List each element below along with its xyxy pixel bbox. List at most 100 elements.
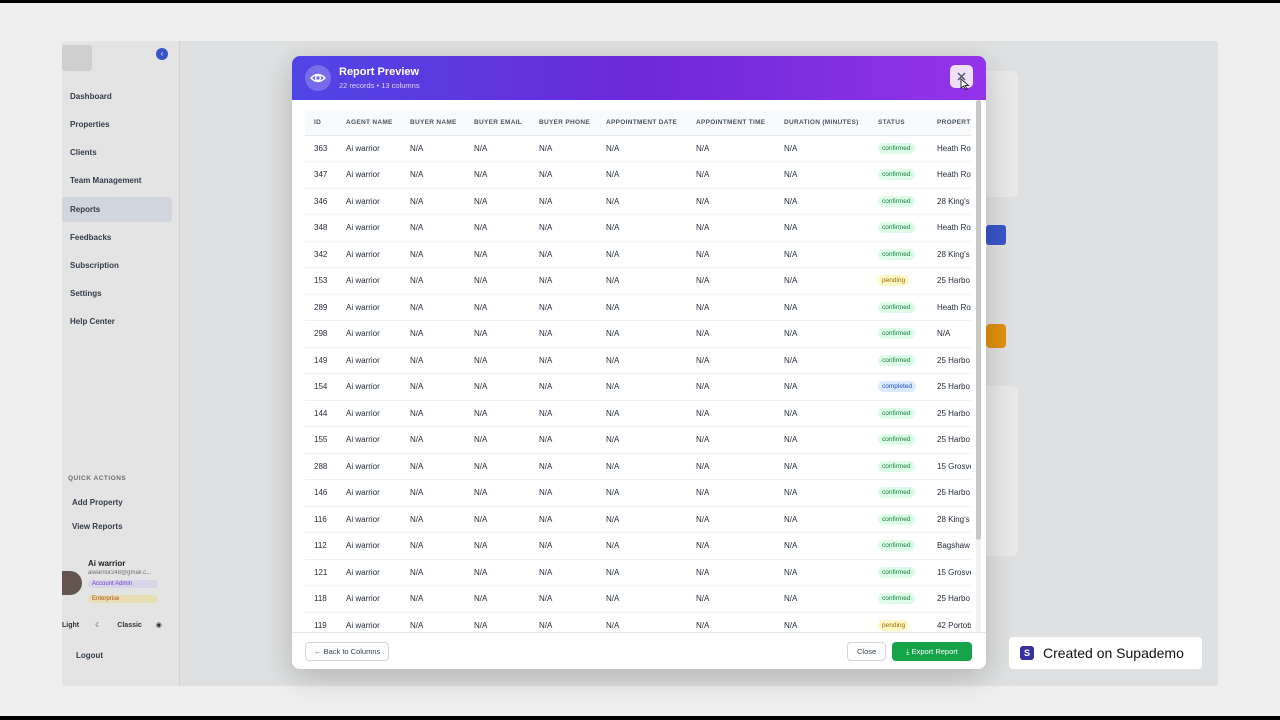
modal-footer: ← Back to Columns Close ⤓ Export Report <box>292 632 986 669</box>
cell-buyer-phone: N/A <box>530 267 597 295</box>
cell-date: N/A <box>597 532 687 560</box>
cell-buyer-email: N/A <box>465 506 530 533</box>
avatar[interactable] <box>62 571 82 595</box>
table-row[interactable]: 112 Ai warrior N/A N/A N/A N/A N/A N/A confirmed… <box>305 532 971 560</box>
cell-id: 155 <box>305 426 337 454</box>
cell-time: N/A <box>687 532 775 560</box>
cell-buyer-phone: N/A <box>530 532 597 560</box>
palette-icon[interactable]: ◉ <box>155 622 162 629</box>
cell-buyer-name: N/A <box>401 585 465 613</box>
cell-buyer-phone: N/A <box>530 479 597 507</box>
table-row[interactable]: 116 Ai warrior N/A N/A N/A N/A N/A N/A confirmed… <box>305 506 971 533</box>
cell-id: 342 <box>305 241 337 268</box>
moon-icon[interactable]: ☾ <box>95 622 102 629</box>
close-icon[interactable] <box>950 65 973 88</box>
cell-id: 346 <box>305 188 337 215</box>
cell-duration: N/A <box>775 294 869 321</box>
table-row[interactable]: 342 Ai warrior N/A N/A N/A N/A N/A N/A confirmed… <box>305 241 971 268</box>
cell-buyer-name: N/A <box>401 612 465 632</box>
cell-agent: Ai warrior <box>337 453 401 480</box>
table-row[interactable]: 149 Ai warrior N/A N/A N/A N/A N/A N/A confirmed… <box>305 347 971 374</box>
table-row[interactable]: 154 Ai warrior N/A N/A N/A N/A N/A N/A completed… <box>305 373 971 401</box>
sidebar-item-properties[interactable]: Properties <box>70 120 110 129</box>
cell-buyer-email: N/A <box>465 453 530 480</box>
quick-action-view-reports[interactable]: View Reports <box>72 522 123 531</box>
table-row[interactable]: 144 Ai warrior N/A N/A N/A N/A N/A N/A confirmed… <box>305 400 971 427</box>
user-name: Ai warrior <box>88 559 126 568</box>
cell-duration: N/A <box>775 320 869 348</box>
sidebar-item-subscription[interactable]: Subscription <box>70 261 119 270</box>
scrollbar-thumb[interactable] <box>976 100 981 540</box>
table-row[interactable]: 121 Ai warrior N/A N/A N/A N/A N/A N/A confirmed… <box>305 559 971 586</box>
status-badge: confirmed <box>878 593 915 605</box>
cell-duration: N/A <box>775 506 869 533</box>
cell-date: N/A <box>597 135 687 162</box>
cell-buyer-phone: N/A <box>530 320 597 348</box>
sidebar-item-help-center[interactable]: Help Center <box>70 317 115 326</box>
supademo-text: Created on Supademo <box>1043 645 1184 661</box>
mouse-cursor-icon <box>960 78 970 90</box>
cell-agent: Ai warrior <box>337 241 401 268</box>
table-scrollbar[interactable] <box>976 100 981 640</box>
theme-light-label[interactable]: Light <box>62 622 80 629</box>
table-row[interactable]: 119 Ai warrior N/A N/A N/A N/A N/A N/A pending 42… <box>305 612 971 632</box>
table-row[interactable]: 118 Ai warrior N/A N/A N/A N/A N/A N/A confirmed… <box>305 585 971 613</box>
sidebar-item-dashboard[interactable]: Dashboard <box>70 92 112 101</box>
sidebar-collapse-button[interactable]: ‹ <box>156 48 168 60</box>
table-row[interactable]: 155 Ai warrior N/A N/A N/A N/A N/A N/A confirmed… <box>305 426 971 454</box>
cell-property: Heath Ro <box>928 294 971 321</box>
back-to-columns-button[interactable]: ← Back to Columns <box>305 642 390 661</box>
table-row[interactable]: 346 Ai warrior N/A N/A N/A N/A N/A N/A confirmed… <box>305 188 971 215</box>
logout-button[interactable]: Logout <box>76 651 104 660</box>
cell-duration: N/A <box>775 373 869 401</box>
report-table: ID AGENT NAME BUYER NAME BUYER EMAIL BUYER P… <box>305 111 971 632</box>
sidebar-item-feedbacks[interactable]: Feedbacks <box>70 233 112 242</box>
report-table-container[interactable]: ID AGENT NAME BUYER NAME BUYER EMAIL BUYER P… <box>305 111 971 632</box>
cell-duration: N/A <box>775 532 869 560</box>
close-button[interactable]: Close <box>847 642 887 661</box>
sidebar: ‹ Dashboard Properties Clients Team Mana… <box>62 41 180 686</box>
quick-action-add-property[interactable]: Add Property <box>72 498 123 507</box>
cell-buyer-phone: N/A <box>530 426 597 454</box>
table-row[interactable]: 348 Ai warrior N/A N/A N/A N/A N/A N/A confirmed… <box>305 214 971 242</box>
table-row[interactable]: 298 Ai warrior N/A N/A N/A N/A N/A N/A confirmed… <box>305 320 971 348</box>
sidebar-item-team-management[interactable]: Team Management <box>70 176 142 185</box>
cell-time: N/A <box>687 559 775 586</box>
cell-buyer-email: N/A <box>465 241 530 268</box>
supademo-badge[interactable]: S Created on Supademo <box>1009 637 1202 669</box>
table-row[interactable]: 146 Ai warrior N/A N/A N/A N/A N/A N/A confirmed… <box>305 479 971 507</box>
sidebar-item-reports[interactable]: Reports <box>62 197 172 222</box>
theme-classic-label[interactable]: Classic <box>117 622 142 629</box>
table-row[interactable]: 289 Ai warrior N/A N/A N/A N/A N/A N/A confirmed… <box>305 294 971 321</box>
cell-buyer-phone: N/A <box>530 400 597 427</box>
cell-id: 153 <box>305 267 337 295</box>
cell-buyer-name: N/A <box>401 426 465 454</box>
table-row[interactable]: 153 Ai warrior N/A N/A N/A N/A N/A N/A pending 25… <box>305 267 971 295</box>
cell-status: completed <box>869 373 928 401</box>
cell-date: N/A <box>597 559 687 586</box>
cell-buyer-email: N/A <box>465 320 530 348</box>
cell-time: N/A <box>687 135 775 162</box>
table-row[interactable]: 363 Ai warrior N/A N/A N/A N/A N/A N/A confirmed… <box>305 135 971 162</box>
cell-buyer-email: N/A <box>465 214 530 242</box>
cell-property: Heath Ro <box>928 135 971 162</box>
cell-date: N/A <box>597 479 687 507</box>
cell-property: 25 Harbo <box>928 347 971 374</box>
sidebar-item-settings[interactable]: Settings <box>70 289 102 298</box>
cell-status: confirmed <box>869 532 928 560</box>
table-row[interactable]: 347 Ai warrior N/A N/A N/A N/A N/A N/A confirmed… <box>305 161 971 189</box>
eye-icon <box>305 65 331 91</box>
cell-time: N/A <box>687 241 775 268</box>
brand-logo <box>62 45 92 71</box>
export-report-button[interactable]: ⤓ Export Report <box>892 642 972 661</box>
cell-buyer-phone: N/A <box>530 241 597 268</box>
sidebar-item-clients[interactable]: Clients <box>70 148 97 157</box>
column-header: STATUS <box>869 111 928 136</box>
cell-property: N/A <box>928 320 971 348</box>
cell-time: N/A <box>687 347 775 374</box>
status-badge: confirmed <box>878 222 915 234</box>
screen-background: ‹ Dashboard Properties Clients Team Mana… <box>0 3 1280 716</box>
table-row[interactable]: 288 Ai warrior N/A N/A N/A N/A N/A N/A confirmed… <box>305 453 971 480</box>
cell-id: 118 <box>305 585 337 613</box>
cell-agent: Ai warrior <box>337 506 401 533</box>
